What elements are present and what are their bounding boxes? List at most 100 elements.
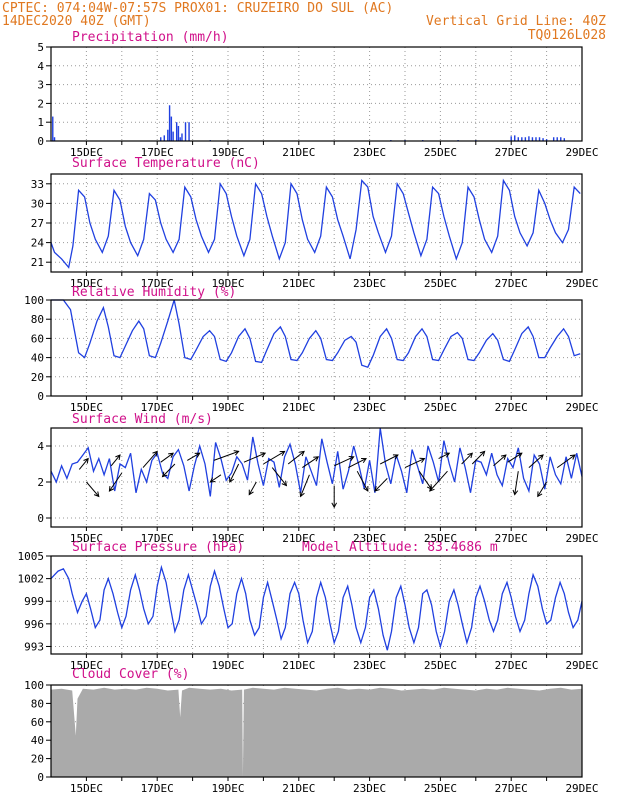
precip-bar xyxy=(538,137,541,141)
wind-arrow-head xyxy=(331,502,338,509)
wind-arrow xyxy=(461,452,473,465)
panel-frame xyxy=(50,173,583,273)
x-tick-label: 19DEC xyxy=(211,659,244,672)
precip-bar xyxy=(556,137,558,141)
wind-arrow-head xyxy=(93,491,100,498)
y-tick-label: 60 xyxy=(31,332,44,345)
panel-cloud: 0 20 40 60 80 100 15DEC 17DEC 19DEC 21DEC 23DEC 25D… xyxy=(24,667,598,795)
x-tick-label: 17DEC xyxy=(141,659,174,672)
y-tick-label: 3 xyxy=(37,79,44,92)
precip-bar xyxy=(175,122,178,141)
wind-arrow xyxy=(404,458,425,469)
x-tick-label: 27DEC xyxy=(495,659,528,672)
x-tick-label: 29DEC xyxy=(565,146,598,159)
precip-bar xyxy=(170,116,173,141)
precip-bar xyxy=(542,138,544,141)
x-tick-label: 19DEC xyxy=(211,401,244,414)
y-tick-label: 0 xyxy=(37,135,44,148)
y-tick-label: 993 xyxy=(24,640,44,653)
y-tick-label: 27 xyxy=(31,217,44,230)
precip-bar xyxy=(510,136,512,141)
wind-arrow-head xyxy=(537,491,543,498)
wind-arrow xyxy=(556,454,576,469)
panel-wind: 0 2 4 15DEC 17DEC 19DEC 21DEC 23DEC 25DEC 27DEC 29… xyxy=(37,412,598,545)
x-tick-label: 19DEC xyxy=(211,782,244,795)
wind-arrow-head xyxy=(361,457,367,464)
wind-arrow xyxy=(108,472,123,492)
wind-arrow xyxy=(356,470,369,492)
x-tick-label: 15DEC xyxy=(70,659,103,672)
x-tick-label: 27DEC xyxy=(495,401,528,414)
wind-arrow-head xyxy=(467,452,473,459)
panel-frame xyxy=(50,46,583,142)
y-tick-label: 40 xyxy=(31,734,44,747)
x-tick-label: 15DEC xyxy=(70,146,103,159)
wind-arrow-head xyxy=(209,477,216,483)
x-tick-label: 27DEC xyxy=(495,277,528,290)
wind-arrow xyxy=(263,450,285,465)
temperature-line xyxy=(50,178,581,269)
wind-arrow xyxy=(248,481,257,495)
y-tick-label: 999 xyxy=(24,595,44,608)
precip-bar xyxy=(560,137,562,141)
wind-arrow xyxy=(213,450,239,461)
wind-arrow-head xyxy=(299,450,305,457)
y-tick-label: 996 xyxy=(24,618,44,631)
panel-frame xyxy=(50,299,583,397)
precip-bar xyxy=(177,125,180,141)
header-model-id: TQ0126L028 xyxy=(528,28,606,43)
wind-arrow-head xyxy=(374,486,380,492)
chart-panels: 0 1 2 3 4 5 15DEC 17DEC 19DEC 21DEC 23DEC 25DEC 27DE… xyxy=(18,30,599,795)
wind-arrow-head xyxy=(152,450,158,457)
wind-arrow xyxy=(429,470,448,492)
x-tick-label: 23DEC xyxy=(353,146,386,159)
precip-bar xyxy=(188,122,190,141)
panel-pressure: 993 996 999 1002 1005 15DEC 17DEC 19DEC 21DEC 23D… xyxy=(18,540,599,672)
panel-frame xyxy=(50,684,583,778)
x-tick-label: 21DEC xyxy=(282,532,315,545)
wind-arrow xyxy=(187,452,200,461)
precip-bar xyxy=(517,137,519,141)
y-tick-label: 33 xyxy=(31,178,44,191)
wind-arrow-head xyxy=(281,480,288,487)
precip-bar xyxy=(535,137,537,141)
wind-arrow-head xyxy=(569,454,576,460)
y-tick-label: 20 xyxy=(31,371,44,384)
x-tick-label: 25DEC xyxy=(424,277,457,290)
y-tick-label: 1 xyxy=(37,116,44,129)
wind-arrow-head xyxy=(279,450,286,456)
x-tick-label: 21DEC xyxy=(282,401,315,414)
precip-bar xyxy=(163,135,165,141)
precip-bar xyxy=(181,133,183,141)
y-tick-label: 4 xyxy=(37,440,44,453)
model-altitude-label: Model Altitude: 83.4686 m xyxy=(302,540,498,555)
wind-arrow xyxy=(210,474,222,483)
precip-bar xyxy=(552,137,555,141)
wind-arrow-head xyxy=(392,454,399,460)
wind-arrow xyxy=(528,454,544,468)
wind-arrow-head xyxy=(299,491,305,498)
x-tick-label: 29DEC xyxy=(565,401,598,414)
wind-arrow xyxy=(302,456,319,469)
x-tick-label: 19DEC xyxy=(211,146,244,159)
wind-arrow-head xyxy=(233,450,240,456)
cloud-area xyxy=(51,687,582,777)
header-grid-note: Vertical Grid Line: 40Z xyxy=(426,14,606,29)
wind-arrow-head xyxy=(429,486,435,492)
precip-bar xyxy=(528,136,530,141)
precip-bar xyxy=(524,137,527,141)
y-tick-label: 0 xyxy=(37,771,44,784)
wind-arrow xyxy=(537,481,548,497)
precip-bar xyxy=(168,105,171,141)
wind-arrow xyxy=(471,451,486,465)
wind-arrow-head xyxy=(363,485,369,492)
wind-arrow-head xyxy=(313,456,320,462)
wind-arrow xyxy=(86,481,100,497)
wind-arrow-head xyxy=(83,457,89,464)
wind-line xyxy=(50,427,583,497)
x-tick-label: 25DEC xyxy=(424,532,457,545)
x-tick-label: 17DEC xyxy=(141,146,174,159)
y-tick-label: 0 xyxy=(37,390,44,403)
wind-arrow xyxy=(493,454,507,467)
